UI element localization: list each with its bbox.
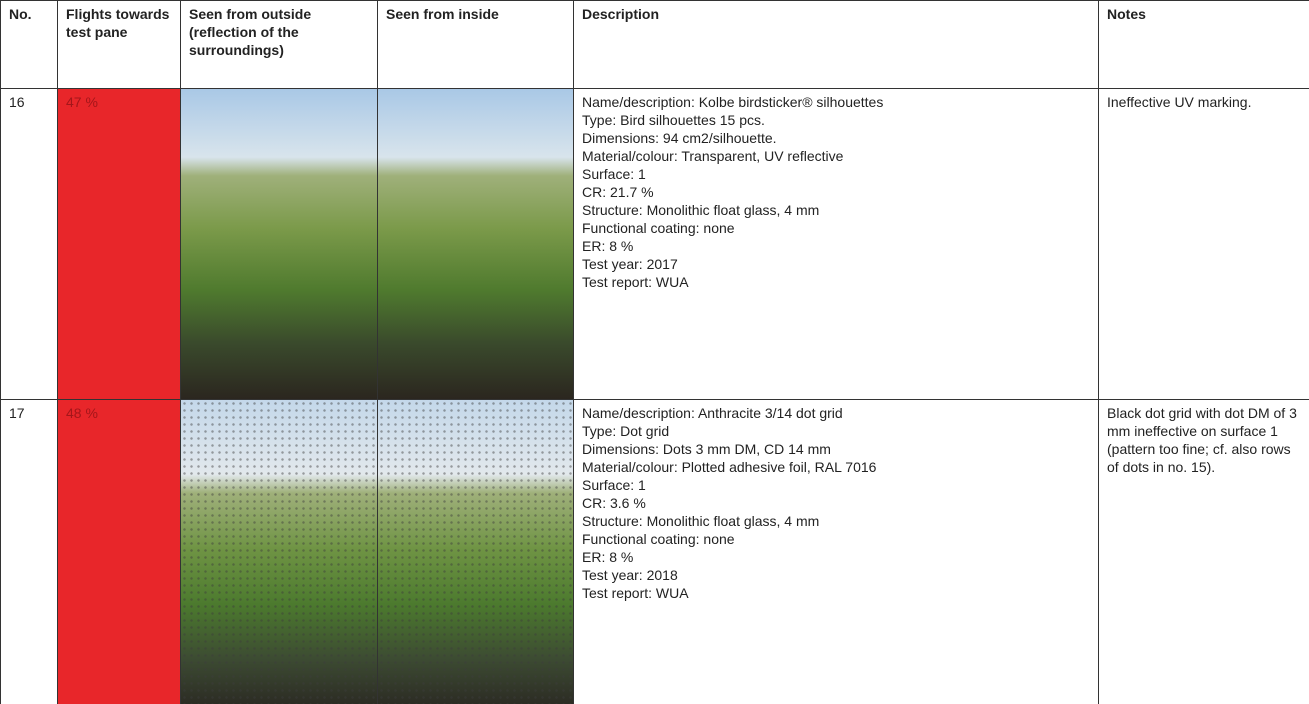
description-line: Material/colour: Plotted adhesive foil, … [582, 459, 877, 475]
description-line: ER: 8 % [582, 549, 634, 565]
description-line: Structure: Monolithic float glass, 4 mm [582, 513, 820, 529]
photo-inside [378, 400, 573, 704]
description-line: Dimensions: Dots 3 mm DM, CD 14 mm [582, 441, 831, 457]
column-header: Notes [1098, 0, 1309, 89]
description-line: Functional coating: none [582, 531, 735, 547]
description-line: CR: 21.7 % [582, 184, 654, 200]
description-line: Structure: Monolithic float glass, 4 mm [582, 202, 820, 218]
photo-outside [181, 400, 377, 704]
notes: Ineffective UV marking. [1098, 88, 1309, 400]
photo-cell [377, 88, 574, 400]
description: Name/description: Anthracite 3/14 dot gr… [573, 399, 1099, 704]
description: Name/description: Kolbe birdsticker® sil… [573, 88, 1099, 400]
photo-inside [378, 89, 573, 399]
notes: Black dot grid with dot DM of 3 mm ineff… [1098, 399, 1309, 704]
description-line: Test year: 2018 [582, 567, 678, 583]
row-number: 16 [0, 88, 58, 400]
flight-rate: 48 % [57, 399, 181, 704]
row-number: 17 [0, 399, 58, 704]
description-line: Functional coating: none [582, 220, 735, 236]
table-row: 17 48 % Name/description: Anthracite 3/14 … [0, 399, 1309, 704]
table-header: No. Flights towards test pane Seen from ou… [0, 0, 1309, 89]
description-line: Name/description: Kolbe birdsticker® sil… [582, 94, 884, 110]
description-line: Test report: WUA [582, 585, 689, 601]
column-header: No. [0, 0, 58, 89]
photo-cell [180, 88, 378, 400]
description-line: Name/description: Anthracite 3/14 dot gr… [582, 405, 843, 421]
table-row: 16 47 % Name/description: Kolbe birdsticke… [0, 88, 1309, 400]
description-line: Material/colour: Transparent, UV reflect… [582, 148, 844, 164]
photo-cell [180, 399, 378, 704]
table-body: 16 47 % Name/description: Kolbe birdsticke… [0, 88, 1309, 704]
description-line: ER: 8 % [582, 238, 634, 254]
photo-cell [377, 399, 574, 704]
column-header: Seen from outside (reflection of the sur… [180, 0, 378, 89]
description-line: Type: Dot grid [582, 423, 670, 439]
header-row: No. Flights towards test pane Seen from ou… [0, 0, 1309, 89]
column-header: Flights towards test pane [57, 0, 181, 89]
description-line: CR: 3.6 % [582, 495, 646, 511]
description-line: Test report: WUA [582, 274, 689, 290]
description-line: Test year: 2017 [582, 256, 678, 272]
description-line: Type: Bird silhouettes 15 pcs. [582, 112, 765, 128]
description-line: Surface: 1 [582, 166, 646, 182]
column-header: Seen from inside [377, 0, 574, 89]
description-line: Dimensions: 94 cm2/silhouette. [582, 130, 777, 146]
flight-rate: 47 % [57, 88, 181, 400]
photo-outside [181, 89, 377, 399]
description-line: Surface: 1 [582, 477, 646, 493]
column-header: Description [573, 0, 1099, 89]
